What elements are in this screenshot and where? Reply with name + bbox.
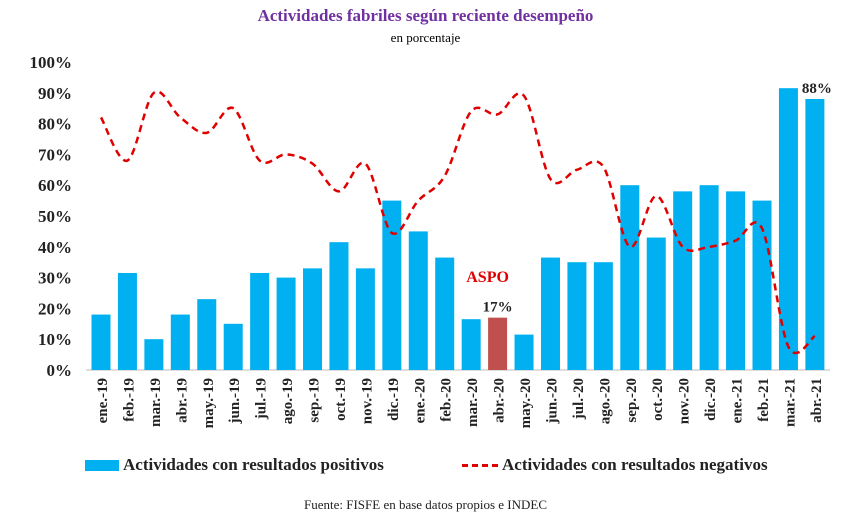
bar xyxy=(197,299,217,370)
x-tick-label: oct.-20 xyxy=(650,378,666,421)
x-tick-label: sep.-19 xyxy=(307,378,323,423)
y-tick-label: 30% xyxy=(38,269,72,288)
x-tick-label: mar.-21 xyxy=(782,378,798,427)
legend-swatch-bar xyxy=(85,459,119,471)
aspo-annotation: ASPO xyxy=(466,269,509,286)
x-tick-label: abr.-21 xyxy=(809,378,825,423)
x-tick-label: nov.-19 xyxy=(359,378,375,424)
x-tick-label: ene.-19 xyxy=(95,378,111,423)
bar xyxy=(250,272,270,370)
y-tick-label: 10% xyxy=(38,330,72,349)
chart-title: Actividades fabriles según reciente dese… xyxy=(257,6,594,25)
bar xyxy=(646,237,666,370)
legend-item-negative: Actividades con resultados negativos xyxy=(462,455,768,475)
bar xyxy=(620,185,640,370)
x-tick-label: mar.-19 xyxy=(148,378,164,427)
bar xyxy=(567,262,587,370)
negative-series-line xyxy=(99,90,816,355)
x-tick-label: jul.-20 xyxy=(571,378,587,420)
bar xyxy=(408,231,428,370)
x-tick-label: ene.-20 xyxy=(412,378,428,423)
x-tick-label: jun.-19 xyxy=(227,378,243,424)
bar xyxy=(514,334,534,370)
bar xyxy=(355,268,375,370)
y-tick-label: 80% xyxy=(38,115,72,134)
y-tick-label: 70% xyxy=(38,145,72,164)
data-label: 17% xyxy=(483,300,513,316)
x-tick-label: mar.-20 xyxy=(465,378,481,427)
y-tick-label: 100% xyxy=(30,53,73,72)
x-tick-label: feb.-20 xyxy=(439,378,455,422)
bar xyxy=(488,317,508,370)
bar xyxy=(461,319,481,370)
bar xyxy=(699,185,719,370)
legend-swatch-line xyxy=(462,463,498,467)
x-tick-label: feb.-21 xyxy=(756,378,772,422)
legend-label: Actividades con resultados positivos xyxy=(123,455,384,474)
x-tick-label: jul.-19 xyxy=(254,378,270,420)
bar xyxy=(117,272,137,370)
y-tick-label: 90% xyxy=(38,84,72,103)
x-tick-label: abr.-19 xyxy=(174,378,190,423)
y-tick-label: 0% xyxy=(47,361,73,380)
x-tick-label: abr.-20 xyxy=(492,378,508,423)
bar xyxy=(673,191,693,370)
bar xyxy=(778,88,798,371)
y-tick-label: 20% xyxy=(38,299,72,318)
legend-item-positive: Actividades con resultados positivos xyxy=(85,455,384,475)
bar xyxy=(170,314,190,370)
bar xyxy=(223,323,243,370)
x-tick-label: dic.-19 xyxy=(386,378,402,421)
bar xyxy=(144,339,164,370)
y-tick-label: 40% xyxy=(38,238,72,257)
y-tick-label: 50% xyxy=(38,207,72,226)
x-tick-label: oct.-19 xyxy=(333,378,349,421)
bar xyxy=(382,200,402,370)
bar xyxy=(276,277,296,370)
x-tick-label: ago.-20 xyxy=(597,378,613,424)
bar xyxy=(540,257,560,370)
bar xyxy=(435,257,455,370)
x-tick-label: nov.-20 xyxy=(677,378,693,424)
bar xyxy=(805,98,825,371)
bar xyxy=(303,268,323,370)
bar xyxy=(329,242,349,370)
x-tick-label: feb.-19 xyxy=(121,378,137,422)
x-tick-label: dic.-20 xyxy=(703,378,719,421)
x-tick-label: ene.-21 xyxy=(730,378,746,423)
bar xyxy=(593,262,613,370)
data-label: 88% xyxy=(802,81,832,97)
chart-subtitle: en porcentaje xyxy=(390,30,461,45)
x-tick-label: jun.-20 xyxy=(544,378,560,424)
source-note: Fuente: FISFE en base datos propios e IN… xyxy=(303,497,547,512)
legend-label: Actividades con resultados negativos xyxy=(502,455,768,474)
x-tick-label: ago.-19 xyxy=(280,378,296,424)
bar xyxy=(91,314,111,370)
x-tick-label: sep.-20 xyxy=(624,378,640,423)
bar xyxy=(726,191,746,370)
y-tick-label: 60% xyxy=(38,176,72,195)
x-tick-label: may.-19 xyxy=(201,378,217,428)
x-tick-label: may.-20 xyxy=(518,378,534,428)
